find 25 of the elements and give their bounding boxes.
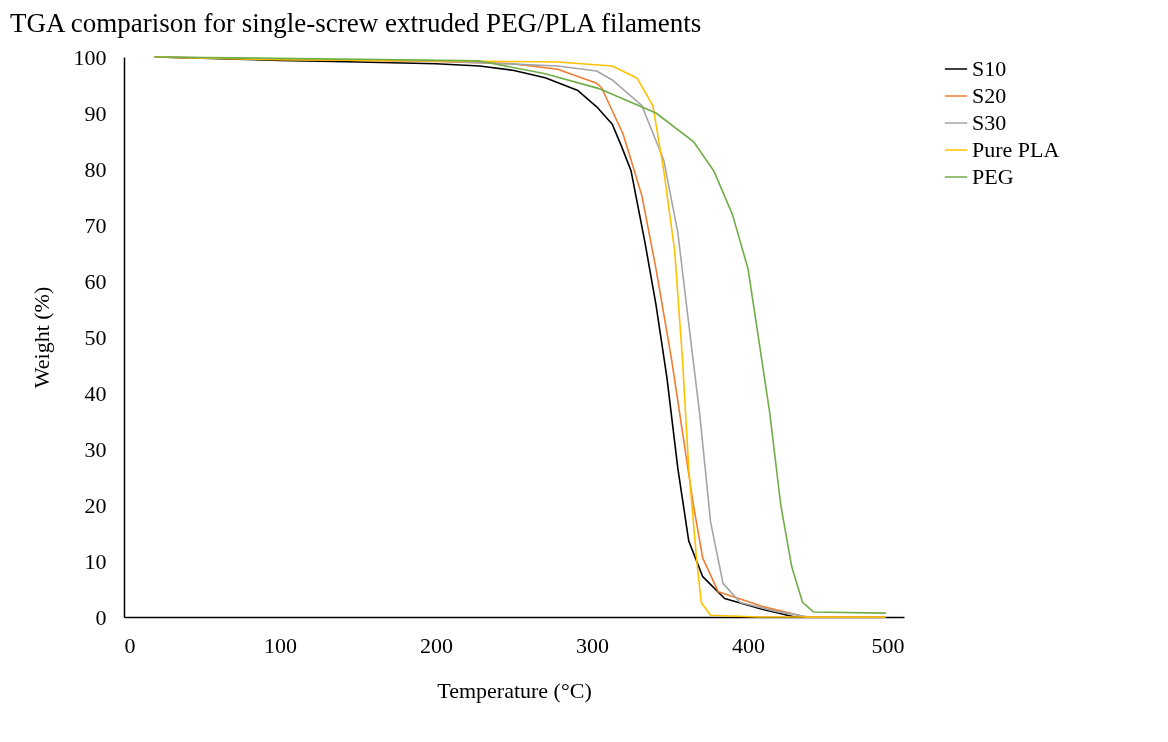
legend-label: S30 [972, 110, 1007, 135]
y-tick-label: 0 [95, 604, 107, 630]
legend-label: S20 [972, 83, 1007, 108]
y-tick-label: 10 [84, 548, 107, 574]
x-tick-label: 400 [732, 632, 765, 658]
y-axis-title: Weight (%) [28, 286, 54, 389]
legend-label: Pure PLA [972, 137, 1060, 162]
y-tick-label: 30 [84, 436, 107, 462]
x-tick-label: 300 [576, 632, 609, 658]
legend-label: PEG [972, 164, 1014, 189]
y-tick-label: 70 [84, 212, 107, 238]
x-axis-title: Temperature (°C) [437, 677, 592, 703]
x-tick-label: 500 [871, 632, 905, 658]
y-tick-label: 50 [84, 324, 107, 350]
chart-title: TGA comparison for single-screw extruded PEG/PLA filaments [10, 8, 702, 38]
x-tick-label: 200 [420, 632, 453, 658]
x-tick-label: 100 [264, 632, 297, 658]
x-tick-label: 0 [124, 632, 136, 658]
y-tick-label: 60 [84, 268, 107, 294]
y-tick-label: 40 [84, 380, 107, 406]
legend-label: S10 [972, 56, 1007, 81]
y-tick-label: 80 [84, 156, 107, 182]
y-tick-label: 20 [84, 492, 107, 518]
y-tick-label: 100 [73, 44, 107, 70]
y-tick-label: 90 [84, 100, 107, 126]
